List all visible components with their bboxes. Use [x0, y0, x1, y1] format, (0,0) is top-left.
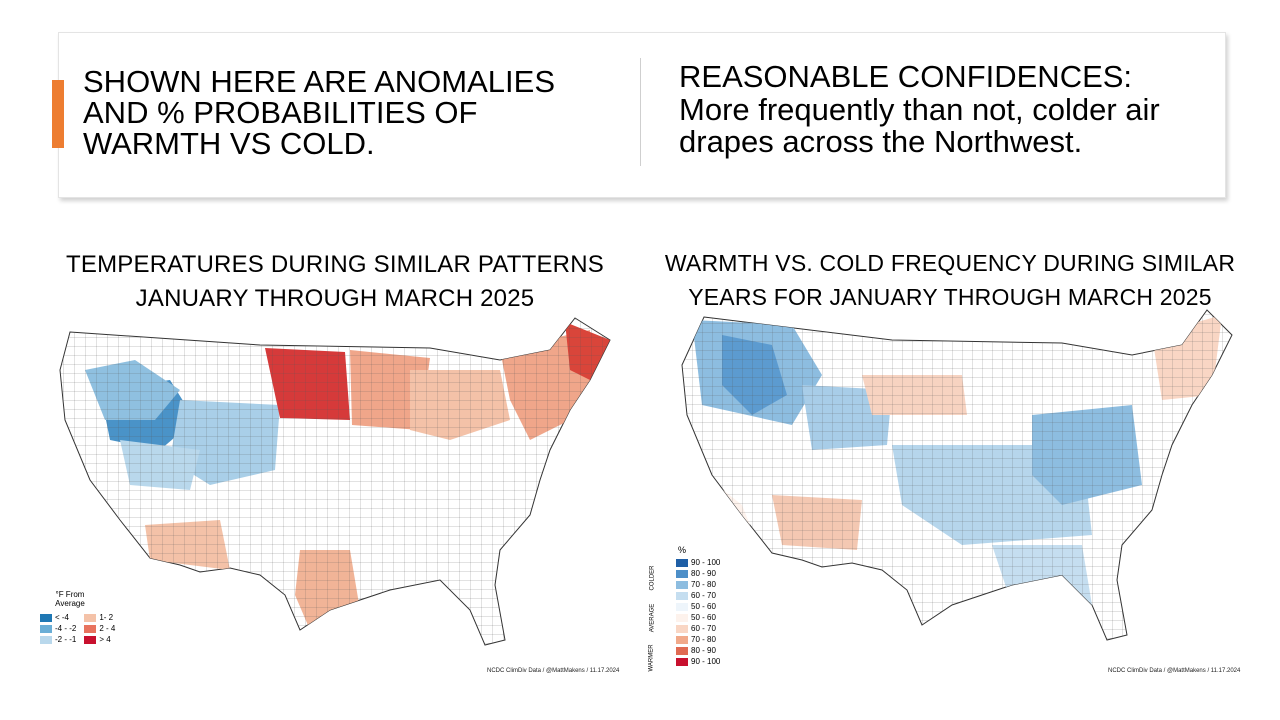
- right-legend-label: 80 - 90: [691, 646, 716, 655]
- right-legend-item: 50 - 60: [676, 601, 720, 612]
- right-credit: NCDC ClimDiv Data / @MattMakens / 11.17.…: [1108, 668, 1241, 674]
- left-legend-label: -2 - -1: [55, 635, 77, 644]
- left-credit: NCDC ClimDiv Data / @MattMakens / 11.17.…: [487, 668, 620, 674]
- right-legend-label: 90 - 100: [691, 558, 721, 567]
- right-legend-label: 70 - 80: [691, 635, 716, 644]
- right-legend-swatch: [676, 558, 688, 567]
- right-legend-swatch: [676, 646, 688, 655]
- left-legend-item: < -4: [40, 612, 76, 623]
- left-legend-item: > 4: [84, 634, 115, 645]
- right-legend-item: 90 - 100: [676, 557, 720, 568]
- left-anomaly-map: [59, 317, 611, 646]
- left-legend-item: 1- 2: [84, 612, 115, 623]
- left-legend-swatch: [84, 613, 97, 622]
- right-legend-item: 60 - 70: [676, 590, 720, 601]
- right-legend-label: 50 - 60: [691, 602, 716, 611]
- left-legend-swatch: [40, 635, 52, 644]
- right-legend-item: 90 - 100: [676, 656, 720, 667]
- left-map-title-line1: TEMPERATURES DURING SIMILAR PATTERNS: [66, 251, 604, 278]
- right-legend-swatch: [676, 569, 688, 578]
- info-banner: [58, 32, 1226, 198]
- right-map-title-line1: WARMTH VS. COLD FREQUENCY DURING SIMILAR: [664, 250, 1236, 276]
- right-legend-item: 60 - 70: [676, 623, 720, 634]
- right-frequency-map: [681, 309, 1233, 641]
- banner-divider: [640, 58, 641, 166]
- left-legend-label: -4 - -2: [55, 624, 77, 633]
- left-legend-item: -2 - -1: [40, 634, 76, 645]
- right-legend-label: 60 - 70: [691, 591, 716, 600]
- banner-right-title: REASONABLE CONFIDENCES:: [679, 59, 1133, 94]
- left-legend-label: 2 - 4: [99, 624, 116, 633]
- left-legend: °F From Average < -4 -4 - -2 -2 - -1 1- 2 2…: [40, 590, 115, 645]
- right-map-title-line2: YEARS FOR JANUARY THROUGH MARCH 2025: [688, 284, 1212, 310]
- left-legend-title1: °F From: [55, 590, 85, 599]
- left-legend-swatch: [40, 613, 52, 622]
- right-legend-swatch: [676, 591, 688, 600]
- right-legend-average: AVERAGE: [649, 603, 656, 633]
- banner-right-body: More frequently than not, colder air dra…: [679, 92, 1160, 159]
- left-legend-item: -4 - -2: [40, 623, 76, 634]
- left-legend-label: < -4: [55, 613, 70, 622]
- banner-left-text: SHOWN HERE ARE ANOMALIES AND % PROBABILI…: [83, 64, 555, 161]
- left-legend-label: > 4: [99, 635, 111, 644]
- right-legend-swatch: [676, 580, 688, 589]
- right-legend-label: 90 - 100: [691, 657, 721, 666]
- right-legend-item: 50 - 60: [676, 612, 720, 623]
- left-legend-label: 1- 2: [99, 613, 114, 622]
- accent-bar: [52, 80, 64, 148]
- right-legend-label: 70 - 80: [691, 580, 716, 589]
- left-legend-swatch: [40, 624, 52, 633]
- right-legend-item: 70 - 80: [676, 579, 720, 590]
- right-legend-item: 70 - 80: [676, 634, 720, 645]
- right-legend-swatch: [676, 602, 688, 611]
- right-legend-item: 80 - 90: [676, 645, 720, 656]
- right-map-title: WARMTH VS. COLD FREQUENCY DURING SIMILAR…: [660, 246, 1240, 314]
- right-legend-swatch: [676, 657, 688, 666]
- left-legend-title2: Average: [55, 599, 85, 608]
- right-legend-swatch: [676, 624, 688, 633]
- right-legend-colder: COLDER: [649, 565, 656, 591]
- right-legend-label: 60 - 70: [691, 624, 716, 633]
- right-legend-swatch: [676, 635, 688, 644]
- right-legend-unit: %: [678, 545, 687, 555]
- left-legend-item: 2 - 4: [84, 623, 115, 634]
- left-map-title-line2: JANUARY THROUGH MARCH 2025: [135, 285, 535, 312]
- right-legend-warmer: WARMER: [648, 644, 655, 672]
- left-map-title: TEMPERATURES DURING SIMILAR PATTERNS JAN…: [40, 248, 630, 316]
- right-legend-item: 80 - 90: [676, 568, 720, 579]
- right-legend-label: 80 - 90: [691, 569, 716, 578]
- right-legend-label: 50 - 60: [691, 613, 716, 622]
- right-legend: % COLDER AVERAGE WARMER 90 - 100 80 - 90 7…: [648, 545, 721, 673]
- left-legend-swatch: [84, 624, 97, 633]
- right-legend-swatch: [676, 613, 688, 622]
- left-legend-swatch: [84, 635, 97, 644]
